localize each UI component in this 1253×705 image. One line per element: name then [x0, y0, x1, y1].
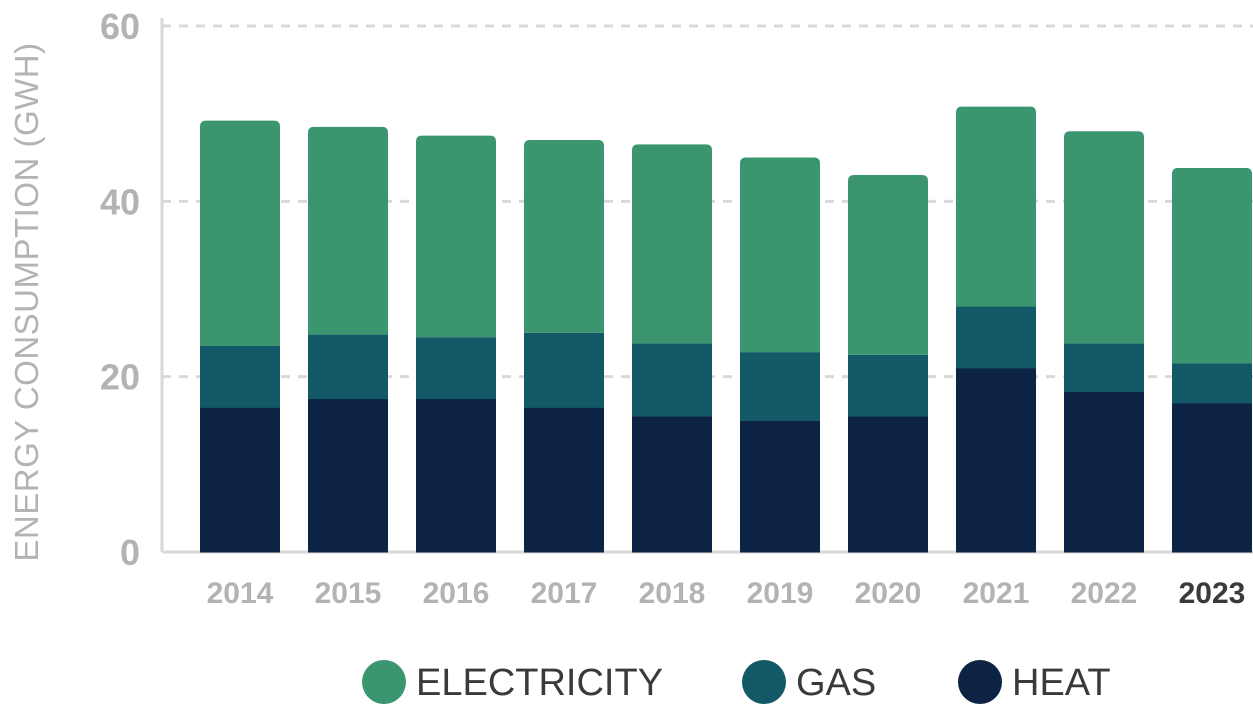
bar-electricity-2021: [956, 106, 1036, 307]
y-axis-label: ENERGY CONSUMPTION (GWH): [8, 42, 45, 561]
bar-electricity-2023: [1172, 168, 1252, 364]
bar-heat-2023: [1172, 402, 1252, 553]
legend: ELECTRICITY GAS HEAT: [362, 660, 1111, 704]
bar-gas-2014: [200, 345, 280, 408]
x-tick-label: 2022: [1071, 577, 1138, 610]
bar-gas-2022: [1064, 343, 1144, 393]
bar-gas-2023: [1172, 363, 1252, 404]
x-tick-label: 2018: [639, 577, 706, 610]
bar-heat-2021: [956, 367, 1036, 553]
bar-electricity-2020: [848, 175, 928, 355]
y-tick-label: 0: [120, 532, 140, 573]
bar-heat-2020: [848, 416, 928, 553]
legend-swatch-gas: [742, 660, 786, 704]
y-tick-label: 20: [100, 357, 140, 398]
legend-label-electricity: ELECTRICITY: [416, 662, 663, 704]
bar-gas-2021: [956, 306, 1036, 369]
y-tick-label: 60: [100, 6, 140, 47]
bar-electricity-2022: [1064, 131, 1144, 344]
x-tick-label: 2017: [531, 577, 598, 610]
bar-heat-2022: [1064, 391, 1144, 553]
bar-gas-2016: [416, 337, 496, 400]
bar-gas-2015: [308, 334, 388, 400]
x-tick-label: 2023: [1179, 577, 1246, 610]
bar-heat-2017: [524, 407, 604, 553]
y-tick-label: 40: [100, 181, 140, 222]
x-tick-label: 2020: [855, 577, 922, 610]
x-tick-label: 2016: [423, 577, 490, 610]
bar-gas-2020: [848, 354, 928, 417]
bar-heat-2018: [632, 416, 712, 553]
bar-heat-2014: [200, 407, 280, 553]
legend-swatch-electricity: [362, 660, 406, 704]
bars: [200, 106, 1252, 553]
bar-electricity-2014: [200, 120, 280, 346]
x-tick-label: 2014: [207, 577, 274, 610]
x-tick-label: 2019: [747, 577, 814, 610]
x-tick-label: 2015: [315, 577, 382, 610]
bar-electricity-2019: [740, 157, 820, 353]
bar-heat-2019: [740, 420, 820, 553]
bar-electricity-2018: [632, 144, 712, 344]
bar-electricity-2017: [524, 139, 604, 333]
bar-gas-2019: [740, 352, 820, 421]
legend-label-gas: GAS: [796, 662, 876, 704]
bar-heat-2015: [308, 398, 388, 553]
x-tick-label: 2021: [963, 577, 1030, 610]
bar-gas-2018: [632, 343, 712, 417]
legend-swatch-heat: [958, 660, 1002, 704]
x-tick-labels: 2014 2015 2016 2017 2018 2019 2020 2021 2022 2023: [207, 577, 1246, 610]
bar-gas-2017: [524, 332, 604, 408]
y-tick-labels: 0 20 40 60: [100, 6, 140, 573]
bar-electricity-2015: [308, 126, 388, 335]
bar-heat-2016: [416, 398, 496, 553]
bar-electricity-2016: [416, 135, 496, 338]
legend-label-heat: HEAT: [1012, 662, 1111, 704]
